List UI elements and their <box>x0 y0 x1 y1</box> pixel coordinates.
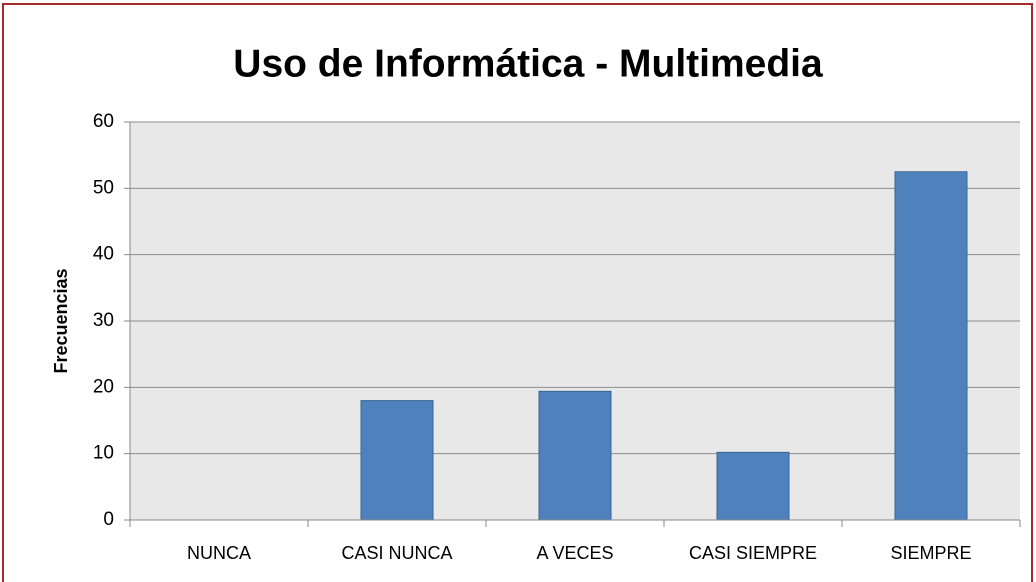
y-tick-label: 10 <box>93 443 114 464</box>
x-tick-label: NUNCA <box>187 543 251 563</box>
chart-title: Uso de Informática - Multimedia <box>233 42 823 85</box>
bar <box>894 171 968 521</box>
bar <box>360 400 434 521</box>
y-tick-label: 60 <box>93 111 114 132</box>
x-tick-label: CASI SIEMPRE <box>689 543 817 563</box>
y-tick-label: 0 <box>103 509 114 530</box>
y-axis-label: Frecuencias <box>51 268 71 373</box>
y-tick-label: 50 <box>93 177 114 198</box>
x-tick-label: A VECES <box>536 543 613 563</box>
bar <box>538 390 612 521</box>
y-tick-label: 20 <box>93 376 114 397</box>
y-tick-label: 40 <box>93 244 114 265</box>
y-tick-label: 30 <box>93 310 114 331</box>
x-tick-label: CASI NUNCA <box>341 543 452 563</box>
x-tick-label: SIEMPRE <box>890 543 971 563</box>
bar <box>716 451 790 521</box>
